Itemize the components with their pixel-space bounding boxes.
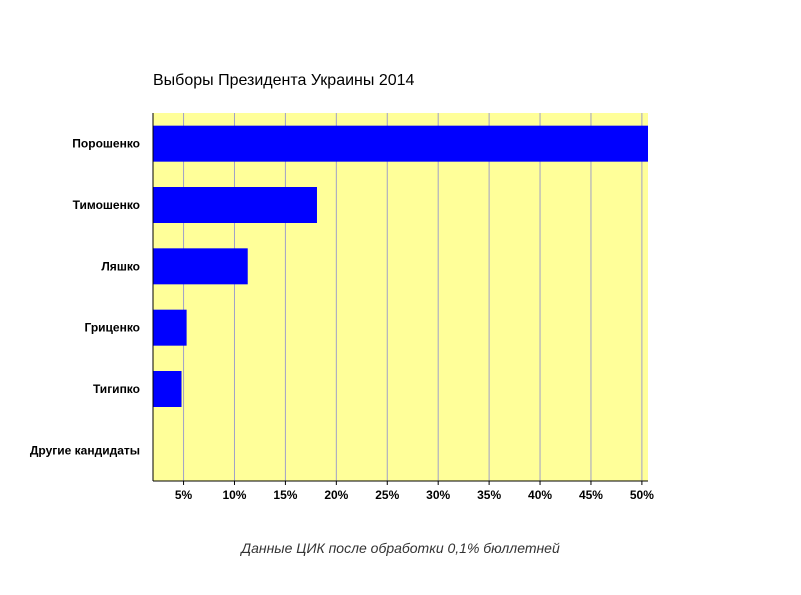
x-tick-label: 5% [175,488,193,502]
bar [153,371,182,407]
x-tick-label: 30% [426,488,450,502]
category-label: Ляшко [101,259,140,273]
category-label: Гриценко [84,321,140,335]
category-label: Другие кандидаты [30,443,140,457]
bar [153,309,187,346]
bar [153,248,248,285]
x-tick-label: 35% [477,488,501,502]
plot-background [153,113,648,481]
x-tick-label: 10% [222,488,246,502]
x-tick-label: 25% [375,488,399,502]
x-tick-label: 20% [324,488,348,502]
category-label: Тимошенко [73,198,140,212]
bar [153,187,317,223]
bar [153,125,648,162]
x-tick-label: 15% [273,488,297,502]
category-label: Тигипко [93,382,140,396]
x-tick-label: 50% [630,488,654,502]
chart-caption: Данные ЦИК после обработки 0,1% бюллетне… [241,540,560,556]
x-tick-label: 45% [579,488,603,502]
chart-title: Выборы Президента Украины 2014 [153,72,415,89]
category-label: Порошенко [72,137,140,151]
x-tick-label: 40% [528,488,552,502]
